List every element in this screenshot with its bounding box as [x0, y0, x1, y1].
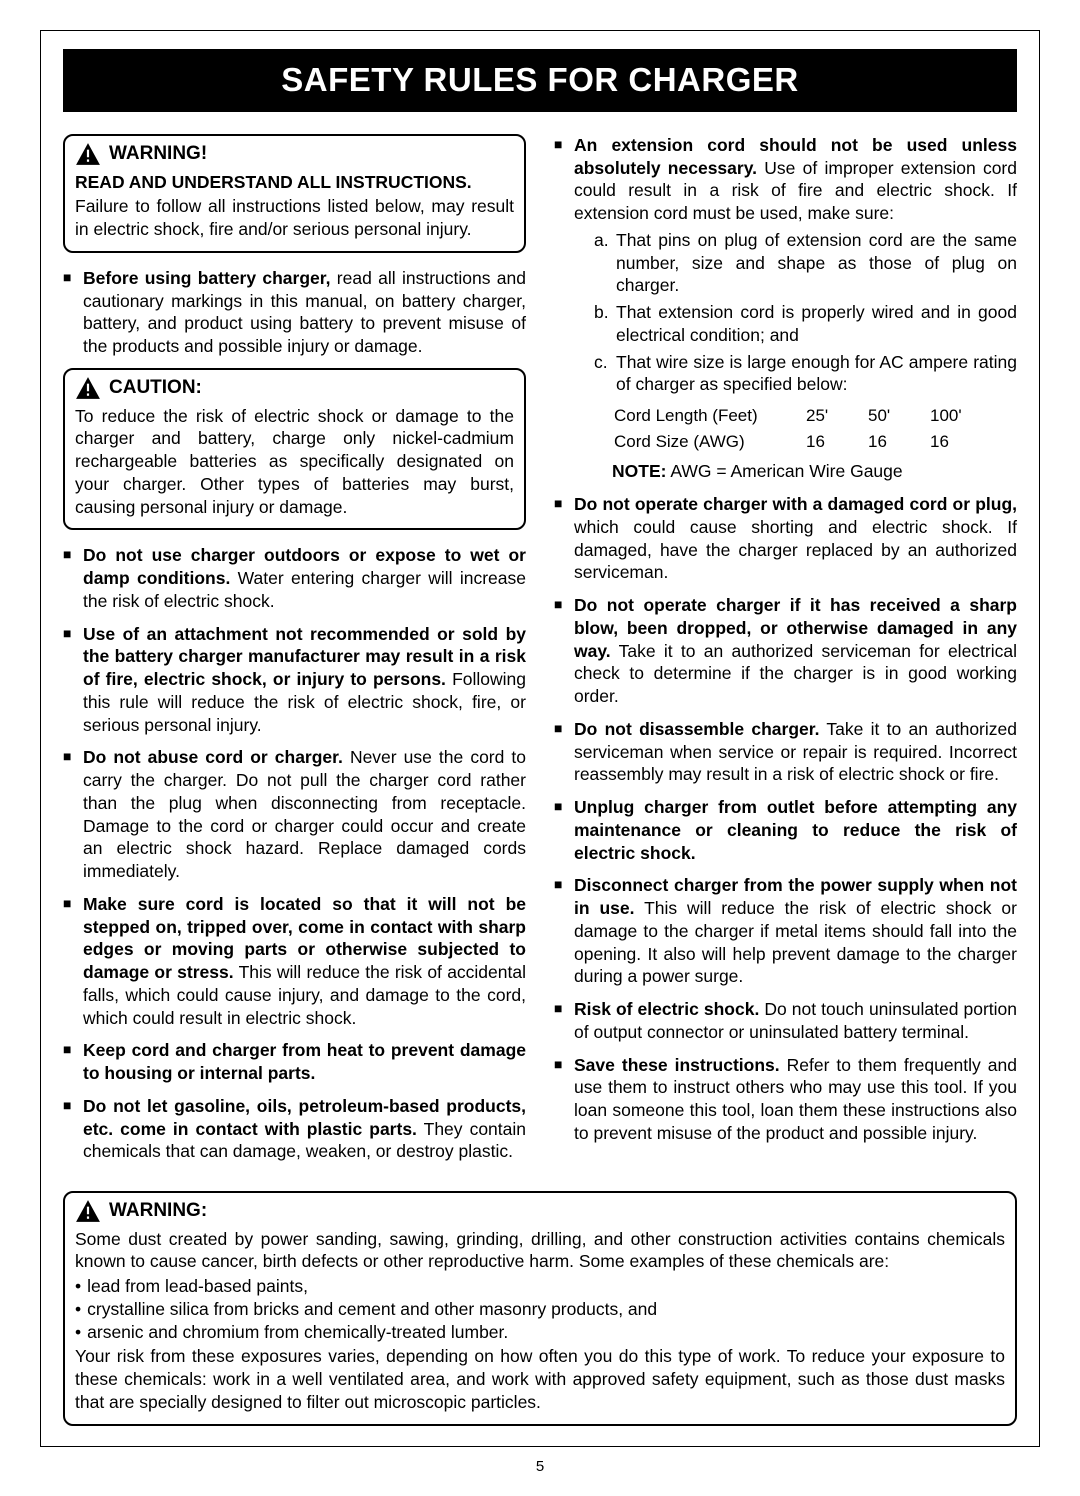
- rule-item: Do not operate charger if it has receive…: [554, 594, 1017, 708]
- rule-text: which could cause shorting and electric …: [574, 517, 1017, 583]
- warning-box-1: WARNING! READ AND UNDERSTAND ALL INSTRUC…: [63, 134, 526, 253]
- awg-note: NOTE: AWG = American Wire Gauge: [612, 460, 1017, 483]
- rule-bold: Do not operate charger with a damaged co…: [574, 494, 1017, 514]
- table-cell: 50': [868, 404, 928, 428]
- warning-subhead: READ AND UNDERSTAND ALL INSTRUCTIONS.: [75, 171, 514, 194]
- warning-box-2: WARNING: Some dust created by power sand…: [63, 1191, 1017, 1426]
- rule-bold: Keep cord and charger from heat to preve…: [83, 1040, 526, 1083]
- rule-bold: Do not abuse cord or charger.: [83, 747, 343, 767]
- right-column: An extension cord should not be used unl…: [554, 134, 1017, 1173]
- table-row: Cord Length (Feet) 25' 50' 100': [614, 404, 990, 428]
- two-column-layout: WARNING! READ AND UNDERSTAND ALL INSTRUC…: [63, 134, 1017, 1173]
- rule-text: Never use the cord to carry the charger.…: [83, 747, 526, 881]
- table-row: Cord Size (AWG) 16 16 16: [614, 430, 990, 454]
- rule-item: An extension cord should not be used unl…: [554, 134, 1017, 483]
- caution-label: CAUTION:: [109, 376, 202, 401]
- table-cell: Cord Size (AWG): [614, 430, 804, 454]
- page-number: 5: [40, 1457, 1040, 1477]
- rule-item: Make sure cord is located so that it wil…: [63, 893, 526, 1030]
- table-cell: Cord Length (Feet): [614, 404, 804, 428]
- rule-item: Save these instructions. Refer to them f…: [554, 1054, 1017, 1145]
- table-cell: 25': [806, 404, 866, 428]
- warning-icon: [75, 1199, 101, 1223]
- rule-item: Risk of electric shock. Do not touch uni…: [554, 998, 1017, 1044]
- sub-item: That pins on plug of extension cord are …: [594, 229, 1017, 297]
- table-cell: 16: [806, 430, 866, 454]
- left-rule-list: Do not use charger outdoors or expose to…: [63, 544, 526, 1163]
- rule-bold: Do not disassemble charger.: [574, 719, 819, 739]
- sub-item: That wire size is large enough for AC am…: [594, 351, 1017, 397]
- list-item: lead from lead-based paints,: [75, 1275, 1005, 1298]
- left-rule-list-top: Before using battery charger, read all i…: [63, 267, 526, 358]
- rule-item: Do not operate charger with a damaged co…: [554, 493, 1017, 584]
- warning-icon: [75, 376, 101, 400]
- table-cell: 16: [868, 430, 928, 454]
- caution-heading: CAUTION:: [75, 376, 514, 401]
- warning-heading: WARNING:: [75, 1199, 1005, 1224]
- warning2-p2: Your risk from these exposures varies, d…: [75, 1345, 1005, 1413]
- rule-item: Unplug charger from outlet before attemp…: [554, 796, 1017, 864]
- caution-body: To reduce the risk of electric shock or …: [75, 405, 514, 519]
- warning-label: WARNING!: [109, 142, 207, 167]
- rule-bold: Save these instructions.: [574, 1055, 780, 1075]
- note-bold: NOTE:: [612, 461, 666, 481]
- table-cell: 100': [930, 404, 990, 428]
- page-title: SAFETY RULES FOR CHARGER: [63, 49, 1017, 112]
- warning-icon: [75, 142, 101, 166]
- warning-body: Failure to follow all instructions liste…: [75, 195, 514, 241]
- warning-box-2-wrapper: WARNING: Some dust created by power sand…: [63, 1191, 1017, 1426]
- warning2-p1: Some dust created by power sanding, sawi…: [75, 1228, 1005, 1274]
- rule-item: Do not use charger outdoors or expose to…: [63, 544, 526, 612]
- warning-heading: WARNING!: [75, 142, 514, 167]
- caution-box: CAUTION: To reduce the risk of electric …: [63, 368, 526, 530]
- sub-item: That extension cord is properly wired an…: [594, 301, 1017, 347]
- rule-text: Take it to an authorized serviceman for …: [574, 641, 1017, 707]
- rule-bold: Unplug charger from outlet before attemp…: [574, 797, 1017, 863]
- rule-item: Use of an attachment not recommended or …: [63, 623, 526, 737]
- rule-text: This will reduce the risk of electric sh…: [574, 898, 1017, 986]
- rule-item: Before using battery charger, read all i…: [63, 267, 526, 358]
- chemical-list: lead from lead-based paints, crystalline…: [75, 1275, 1005, 1343]
- left-column: WARNING! READ AND UNDERSTAND ALL INSTRUC…: [63, 134, 526, 1173]
- warning-label: WARNING:: [109, 1199, 207, 1224]
- table-cell: 16: [930, 430, 990, 454]
- rule-item: Do not let gasoline, oils, petroleum-bas…: [63, 1095, 526, 1163]
- rule-item: Keep cord and charger from heat to preve…: [63, 1039, 526, 1085]
- list-item: crystalline silica from bricks and cemen…: [75, 1298, 1005, 1321]
- note-text: AWG = American Wire Gauge: [666, 461, 902, 481]
- extension-cord-sublist: That pins on plug of extension cord are …: [594, 229, 1017, 396]
- rule-bold: Before using battery charger,: [83, 268, 330, 288]
- rule-item: Do not abuse cord or charger. Never use …: [63, 746, 526, 883]
- rule-item: Do not disassemble charger. Take it to a…: [554, 718, 1017, 786]
- rule-item: Disconnect charger from the power supply…: [554, 874, 1017, 988]
- list-item: arsenic and chromium from chemically-tre…: [75, 1321, 1005, 1344]
- cord-size-table: Cord Length (Feet) 25' 50' 100' Cord Siz…: [612, 402, 992, 456]
- page-border: SAFETY RULES FOR CHARGER WARNING! READ A…: [40, 30, 1040, 1447]
- rule-bold: Risk of electric shock.: [574, 999, 759, 1019]
- right-rule-list: An extension cord should not be used unl…: [554, 134, 1017, 1145]
